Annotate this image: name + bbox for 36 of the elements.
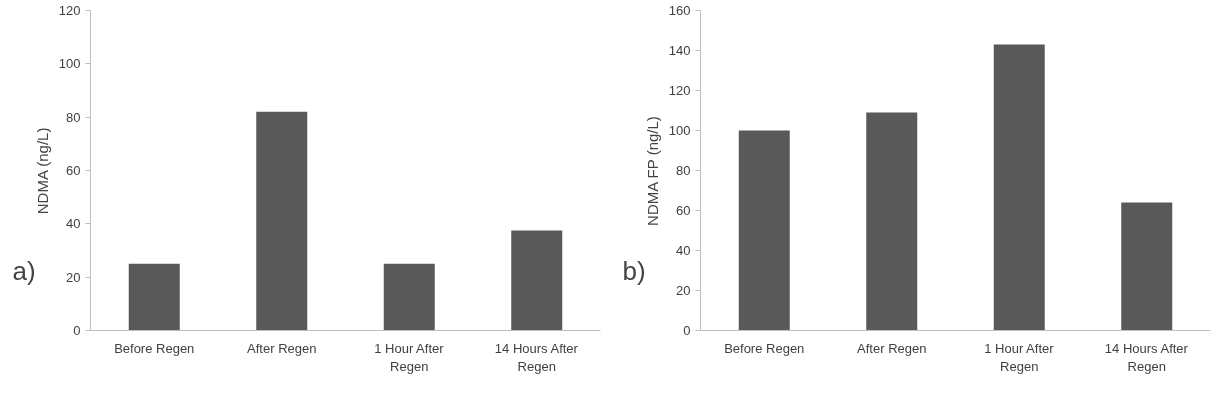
x-tick-label: After Regen: [247, 340, 317, 356]
text: b): [622, 255, 646, 286]
y-tick-label: 40: [676, 243, 691, 258]
y-axis-title: NDMA (ng/L): [33, 127, 51, 215]
bar: [128, 263, 180, 331]
x-tick-label: Before Regen: [114, 340, 195, 356]
bar: [383, 263, 435, 331]
y-tick-label: 60: [676, 203, 691, 218]
y-tick-label: 0: [683, 323, 691, 338]
y-tick-label: 100: [668, 123, 691, 138]
x-tick-label: 1 Hour After Regen: [374, 340, 445, 374]
x-tick-label: After Regen: [857, 340, 927, 356]
y-tick-label: 0: [73, 323, 81, 338]
bar: [993, 44, 1045, 331]
bar: [256, 111, 308, 331]
x-tick-label: Before Regen: [724, 340, 805, 356]
y-tick-label: 120: [668, 83, 691, 98]
x-tick-label: 14 Hours After Regen: [494, 340, 579, 374]
y-tick-label: 60: [66, 163, 81, 178]
bar: [511, 230, 563, 331]
y-tick-label: 120: [58, 3, 81, 18]
y-tick-label: 20: [66, 269, 81, 285]
x-tick-label: 14 Hours After Regen: [1104, 340, 1189, 374]
y-tick-label: 80: [66, 109, 81, 125]
x-tick-label: 1 Hour After Regen: [984, 340, 1055, 374]
y-axis-title: NDMA FP (ng/L): [643, 116, 661, 226]
bar: [738, 130, 790, 331]
y-tick-label: 80: [676, 163, 691, 178]
text: a): [12, 255, 36, 286]
bar: [866, 112, 918, 331]
y-tick-label: 100: [58, 56, 81, 72]
bar: [1121, 202, 1173, 331]
y-tick-label: 140: [668, 43, 691, 58]
y-tick-label: 40: [66, 216, 81, 232]
y-tick-label: 160: [668, 3, 691, 18]
y-tick-label: 20: [676, 283, 691, 298]
